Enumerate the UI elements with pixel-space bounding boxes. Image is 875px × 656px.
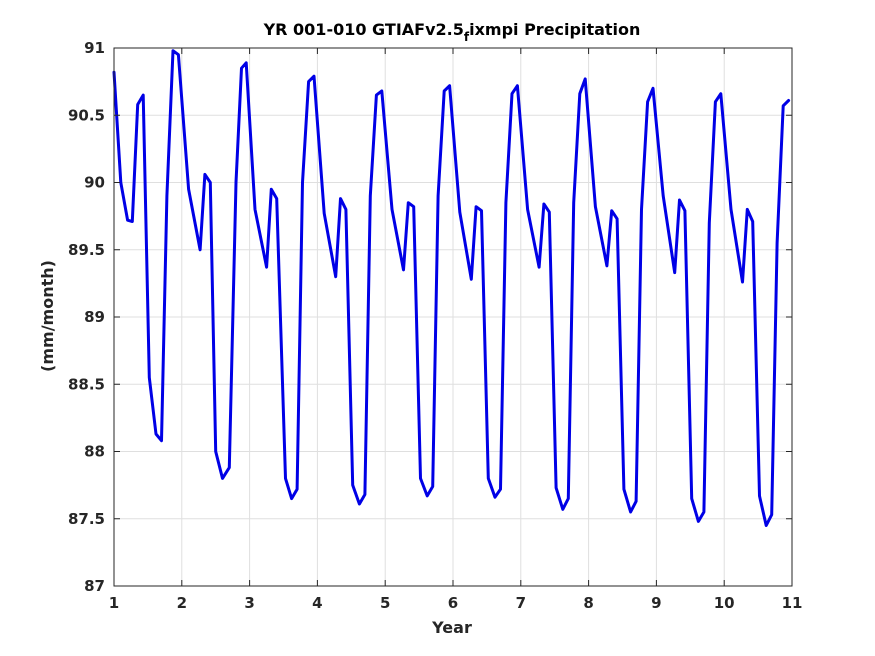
y-tick-label: 88 <box>84 443 105 461</box>
y-axis-ticks: 87 87.5 88 88.5 89 89.5 90 90.5 91 <box>68 39 792 595</box>
x-tick-label: 8 <box>583 594 593 612</box>
y-tick-label: 90.5 <box>68 106 105 124</box>
chart-title-end: ixmpi Precipitation <box>469 20 640 39</box>
y-tick-label: 87.5 <box>68 510 105 528</box>
x-tick-label: 5 <box>380 594 390 612</box>
x-axis-ticks: 1 2 3 4 5 6 7 8 9 10 11 <box>109 48 803 612</box>
y-tick-label: 89 <box>84 308 105 326</box>
x-tick-label: 9 <box>651 594 661 612</box>
y-axis-label: (mm/month) <box>38 260 57 372</box>
x-tick-label: 4 <box>312 594 322 612</box>
x-tick-label: 11 <box>782 594 803 612</box>
x-tick-label: 10 <box>714 594 735 612</box>
series-group <box>112 49 791 527</box>
x-axis-label: Year <box>431 618 472 637</box>
x-tick-label: 6 <box>448 594 458 612</box>
chart-title: YR 001-010 GTIAFv2.5fixmpi Precipitation <box>263 20 641 44</box>
x-tick-label: 2 <box>177 594 187 612</box>
y-tick-label: 87 <box>84 577 105 595</box>
y-tick-label: 88.5 <box>68 375 105 393</box>
chart-title-main: YR 001-010 GTIAFv2.5 <box>263 20 464 39</box>
series-line-0 <box>112 49 791 527</box>
y-tick-label: 91 <box>84 39 105 57</box>
y-tick-label: 90 <box>84 174 105 192</box>
x-tick-label: 1 <box>109 594 119 612</box>
x-tick-label: 7 <box>516 594 526 612</box>
x-tick-label: 3 <box>244 594 254 612</box>
y-tick-label: 89.5 <box>68 241 105 259</box>
chart-title-subscript: f <box>464 30 470 44</box>
